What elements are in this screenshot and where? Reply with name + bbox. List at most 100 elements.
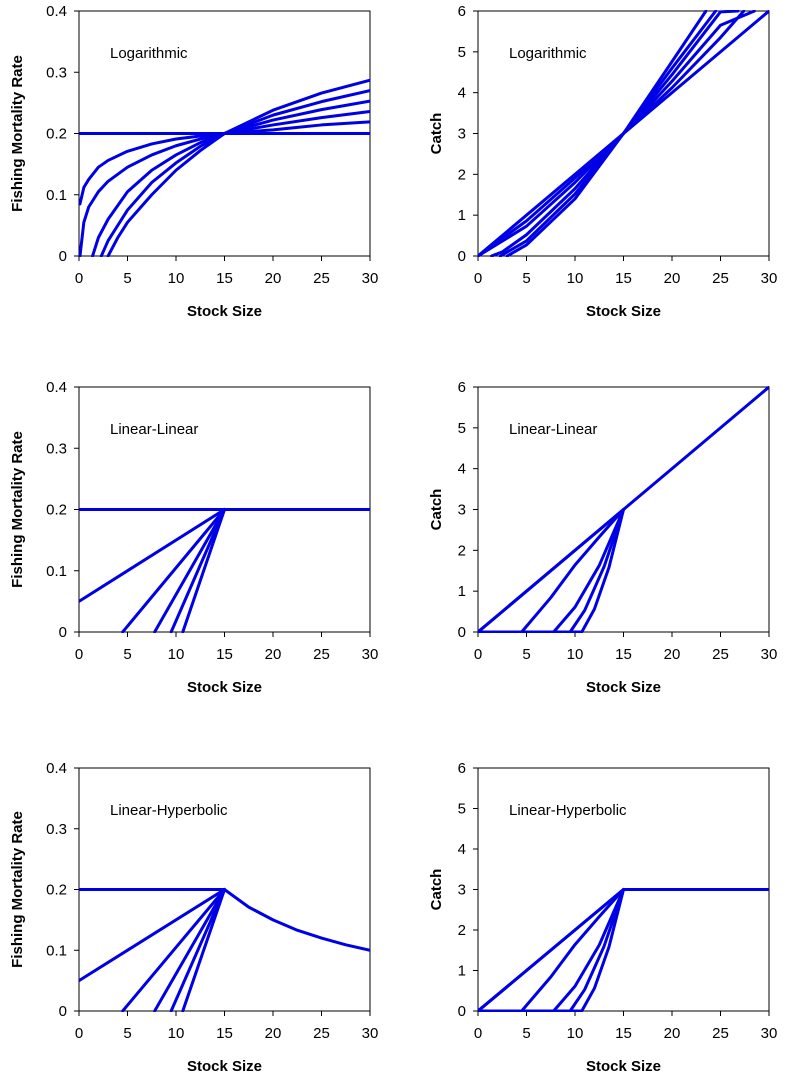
x-tick-label: 20 xyxy=(664,270,681,287)
series-line-6 xyxy=(106,78,370,257)
x-axis-title: Stock Size xyxy=(187,1058,262,1075)
x-tick-label: 25 xyxy=(313,270,330,287)
y-tick-label: 0.2 xyxy=(46,126,67,143)
series-group xyxy=(478,10,769,257)
y-tick-label: 0.3 xyxy=(46,440,67,457)
y-tick-label: 2 xyxy=(458,542,466,559)
chart-panel-tr: 0 5 10 15 20 25 30 0 1 2 3 4 5 6 Stock Size Catch Logari… xyxy=(428,3,777,320)
x-tick-label: 30 xyxy=(761,270,778,287)
x-tick-label: 20 xyxy=(265,1025,282,1042)
chart-panel-mr: 0 5 10 15 20 25 30 0 1 2 3 4 5 6 Stock Size Catch Linear… xyxy=(428,379,777,696)
y-tick-label: 3 xyxy=(458,502,466,519)
series-group xyxy=(79,888,370,1012)
y-tick-label: 4 xyxy=(458,85,466,102)
series-group xyxy=(478,888,769,1012)
y-axis-title: Catch xyxy=(428,113,445,155)
x-tick-label: 0 xyxy=(75,270,83,287)
series-line-5 xyxy=(169,888,226,1012)
y-tick-label: 0.4 xyxy=(46,3,67,20)
y-tick-label: 5 xyxy=(458,44,466,61)
x-tick-label: 25 xyxy=(712,270,729,287)
y-tick-label: 0.3 xyxy=(46,64,67,81)
x-tick-label: 5 xyxy=(522,270,530,287)
series-line-2 xyxy=(79,508,226,603)
x-axis-title: Stock Size xyxy=(187,679,262,696)
series-line-2 xyxy=(478,508,625,633)
x-tick-label: 0 xyxy=(75,1025,83,1042)
y-tick-label: 1 xyxy=(458,963,466,980)
series-line-3 xyxy=(121,888,226,1012)
x-tick-label: 25 xyxy=(712,646,729,663)
x-tick-label: 15 xyxy=(216,270,233,287)
y-tick-label: 6 xyxy=(458,3,466,20)
y-tick-label: 0.2 xyxy=(46,882,67,899)
y-axis-title: Fishing Mortality Rate xyxy=(9,55,26,212)
series-line-5 xyxy=(169,508,226,633)
y-tick-label: 2 xyxy=(458,922,466,939)
x-tick-label: 10 xyxy=(168,646,185,663)
panel-label: Linear-Linear xyxy=(110,421,198,438)
series-line-1 xyxy=(79,888,370,952)
x-tick-label: 10 xyxy=(567,646,584,663)
y-tick-label: 0.3 xyxy=(46,821,67,838)
panel-label: Logarithmic xyxy=(509,45,587,62)
series-group xyxy=(79,508,370,633)
x-tick-label: 20 xyxy=(664,1025,681,1042)
y-tick-label: 0.2 xyxy=(46,502,67,519)
y-tick-label: 0.1 xyxy=(46,187,67,204)
x-tick-label: 0 xyxy=(474,646,482,663)
series-line-2 xyxy=(478,888,625,1012)
x-axis-title: Stock Size xyxy=(586,303,661,320)
y-tick-label: 6 xyxy=(458,379,466,396)
x-tick-label: 15 xyxy=(615,1025,632,1042)
x-tick-label: 30 xyxy=(761,646,778,663)
x-tick-label: 0 xyxy=(474,1025,482,1042)
y-tick-label: 5 xyxy=(458,801,466,818)
x-tick-label: 5 xyxy=(123,270,131,287)
chart-panel-br: 0 5 10 15 20 25 30 0 1 2 3 4 5 6 Stock Size Catch Linear… xyxy=(428,760,777,1075)
series-line-2 xyxy=(79,888,226,983)
series-line-3 xyxy=(121,508,226,633)
y-tick-label: 0.1 xyxy=(46,563,67,580)
chart-panel-tl: 0 5 10 15 20 25 30 0 0.1 0.2 0.3 0.4 Stock Size Fishi… xyxy=(9,3,378,320)
series-line-6 xyxy=(181,508,226,633)
series-line-6 xyxy=(505,10,708,257)
series-line-3 xyxy=(79,109,370,257)
x-tick-label: 25 xyxy=(313,646,330,663)
y-tick-label: 1 xyxy=(458,583,466,600)
panel-label: Logarithmic xyxy=(110,45,188,62)
y-tick-label: 4 xyxy=(458,841,466,858)
x-tick-label: 20 xyxy=(265,646,282,663)
y-tick-label: 0 xyxy=(59,624,67,641)
y-tick-label: 4 xyxy=(458,461,466,478)
x-tick-label: 25 xyxy=(313,1025,330,1042)
series-group xyxy=(478,386,769,633)
series-line-6 xyxy=(478,508,625,633)
panel-label: Linear-Linear xyxy=(509,421,597,438)
series-line-4 xyxy=(490,10,740,257)
y-axis-title: Catch xyxy=(428,869,445,911)
y-tick-label: 0 xyxy=(458,624,466,641)
y-tick-label: 0.4 xyxy=(46,760,67,777)
y-tick-label: 0.1 xyxy=(46,942,67,959)
x-tick-label: 15 xyxy=(216,646,233,663)
panel-label: Linear-Hyperbolic xyxy=(509,802,627,819)
y-tick-label: 5 xyxy=(458,420,466,437)
y-tick-label: 0 xyxy=(59,248,67,265)
series-line-5 xyxy=(99,89,370,257)
y-tick-label: 0 xyxy=(458,248,466,265)
series-line-6 xyxy=(181,888,226,1012)
x-tick-label: 5 xyxy=(123,646,131,663)
x-tick-label: 5 xyxy=(123,1025,131,1042)
y-tick-label: 0.4 xyxy=(46,379,67,396)
y-tick-label: 3 xyxy=(458,882,466,899)
chart-panel-ml: 0 5 10 15 20 25 30 0 0.1 0.2 0.3 0.4 Stock Size Fishi… xyxy=(9,379,378,696)
x-axis-title: Stock Size xyxy=(187,303,262,320)
x-axis-title: Stock Size xyxy=(586,679,661,696)
y-tick-label: 6 xyxy=(458,760,466,777)
panel-label: Linear-Hyperbolic xyxy=(110,802,228,819)
x-tick-label: 10 xyxy=(567,1025,584,1042)
series-line-2 xyxy=(79,120,370,206)
x-tick-label: 15 xyxy=(615,646,632,663)
